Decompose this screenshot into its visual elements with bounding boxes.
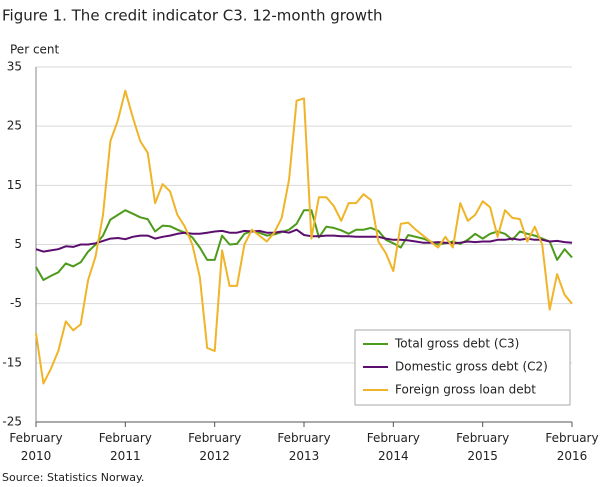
series-line (35, 209, 573, 281)
y-tick-label: 35 (7, 60, 22, 74)
x-tick-label: February 2015 (456, 431, 509, 463)
x-tick-label: February 2011 (99, 431, 152, 463)
series-line (35, 89, 573, 385)
legend-box (354, 329, 571, 406)
y-tick-label: -5 (10, 296, 22, 310)
x-tick-label: February 2013 (277, 431, 330, 463)
x-tick-label: February 2014 (367, 431, 420, 463)
y-tick-label: -15 (2, 355, 22, 369)
x-tick-label: February 2012 (188, 431, 241, 463)
y-axis-label: Per cent (10, 43, 60, 57)
chart-title: Figure 1. The credit indicator C3. 12-mo… (2, 7, 382, 25)
legend-label: Domestic gross debt (C2) (395, 360, 548, 374)
source: Source: Statistics Norway. (2, 471, 144, 484)
y-tick-label: 5 (14, 237, 22, 251)
x-tick-label: February 2016 (545, 431, 598, 463)
y-tick-label: 15 (7, 178, 22, 192)
y-tick-label: 25 (7, 119, 22, 133)
legend-label: Foreign gross loan debt (395, 383, 536, 397)
legend-label: Total gross debt (C3) (394, 337, 519, 351)
series-line (35, 228, 573, 253)
y-tick-label: -25 (2, 415, 22, 429)
x-tick-label: February 2010 (9, 431, 62, 463)
